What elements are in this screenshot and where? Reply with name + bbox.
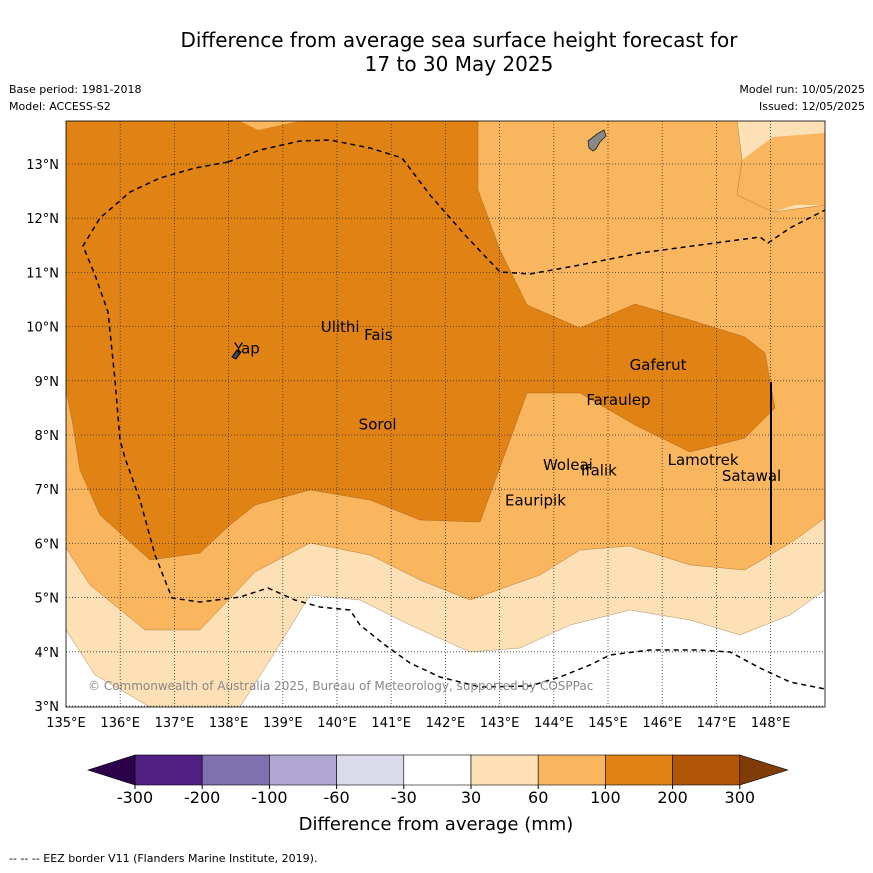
lon-tick-label: 140°E: [317, 716, 357, 731]
lat-tick-label: 6°N: [35, 537, 60, 552]
place-label-ifalik: Ifalik: [581, 462, 617, 480]
lon-tick-label: 136°E: [100, 716, 140, 731]
colorbar-swatch: [537, 754, 606, 786]
colorbar-tick-label: 100: [590, 788, 621, 807]
place-label-fais: Fais: [364, 326, 393, 344]
place-label-woleai: Woleai: [543, 456, 593, 474]
place-label-ulithi: Ulithi: [321, 318, 360, 336]
colorbar-tick-label: -60: [324, 788, 350, 807]
place-label-yap: Yap: [233, 340, 260, 358]
lat-tick-label: 4°N: [35, 646, 60, 661]
base-period: Base period: 1981-2018: [9, 83, 142, 96]
colorbar-swatch: [403, 754, 472, 786]
colorbar-swatch: [470, 754, 539, 786]
latitude-ticks: 3°N 4°N 5°N 6°N 7°N 8°N 9°N 10°N 11°N 12°N 13°N: [26, 158, 59, 715]
colorbar-swatch: [672, 754, 741, 786]
map-frame: [65, 120, 826, 708]
title-line-2: 17 to 30 May 2025: [364, 52, 554, 76]
lat-tick-label: 8°N: [35, 429, 60, 444]
place-label-lamotrek: Lamotrek: [668, 451, 739, 469]
lon-tick-label: 135°E: [46, 716, 86, 731]
lon-tick-label: 148°E: [751, 716, 791, 731]
colorbar-swatch: [134, 754, 203, 786]
place-label-eauripik: Eauripik: [505, 491, 566, 509]
colorbar-tick-label: -100: [251, 788, 287, 807]
lat-tick-label: 11°N: [26, 266, 59, 281]
colorbar-tick-label: -200: [184, 788, 220, 807]
colorbar-tick-label: 30: [461, 788, 481, 807]
graticule: [66, 121, 825, 707]
place-label-sorol: Sorol: [359, 416, 397, 434]
band-neutral: [66, 590, 825, 707]
colorbar-under-arrow: [87, 754, 136, 786]
lat-tick-label: 5°N: [35, 592, 60, 607]
place-label-gaferut: Gaferut: [630, 356, 687, 374]
lat-tick-label: 13°N: [26, 158, 59, 173]
colorbar-swatch: [605, 754, 673, 786]
colorbar-swatch: [201, 754, 270, 786]
yap-island: [231, 349, 242, 360]
place-label-satawal: Satawal: [722, 467, 781, 485]
colorbar-tick-label: -300: [117, 788, 153, 807]
eez-border-north: [227, 139, 825, 275]
band-notch: [240, 121, 300, 130]
lon-tick-label: 145°E: [588, 716, 628, 731]
lon-tick-label: 139°E: [263, 716, 303, 731]
lon-tick-label: 144°E: [534, 716, 574, 731]
colorbar-over-arrow: [739, 754, 789, 786]
colorbar-label: Difference from average (mm): [299, 814, 574, 835]
eez-border-west-south: [82, 161, 825, 690]
lon-tick-label: 141°E: [371, 716, 411, 731]
guam-island: [587, 129, 607, 152]
colorbar-tick-label: 300: [725, 788, 756, 807]
issued-date: Issued: 12/05/2025: [758, 100, 865, 113]
map-title: Difference from average sea surface heig…: [0, 28, 873, 76]
colorbar-tick-label: 200: [657, 788, 688, 807]
map-area: © Commonwealth of Australia 2025, Bureau…: [66, 121, 825, 707]
lon-tick-label: 146°E: [642, 716, 682, 731]
lon-tick-label: 137°E: [155, 716, 195, 731]
eez-footer-note: -- -- -- EEZ border V11 (Flanders Marine…: [9, 852, 318, 865]
band-100-200: [66, 121, 775, 560]
meta-left: Base period: 1981-2018 Model: ACCESS-S2: [9, 81, 141, 115]
copyright-text: © Commonwealth of Australia 2025, Bureau…: [88, 679, 593, 693]
lat-tick-label: 10°N: [26, 321, 59, 336]
lon-tick-label: 143°E: [480, 716, 520, 731]
lon-tick-label: 147°E: [697, 716, 737, 731]
model-name: Model: ACCESS-S2: [9, 100, 111, 113]
lat-tick-label: 7°N: [35, 483, 60, 498]
place-label-faraulep: Faraulep: [586, 391, 650, 409]
longitude-ticks: 135°E 136°E 137°E 138°E 139°E 140°E 141°E 142°E…: [46, 716, 790, 731]
colorbar-swatch: [269, 754, 337, 786]
colorbar-swatch: [336, 754, 405, 786]
lon-tick-label: 138°E: [209, 716, 249, 731]
colorbar-tick-label: -30: [391, 788, 417, 807]
lat-tick-label: 9°N: [35, 375, 60, 390]
model-run: Model run: 10/05/2025: [739, 83, 865, 96]
meta-right: Model run: 10/05/2025 Issued: 12/05/2025: [739, 81, 865, 115]
lat-tick-label: 3°N: [35, 700, 60, 715]
lon-tick-label: 142°E: [426, 716, 466, 731]
colorbar-tick-label: 60: [528, 788, 548, 807]
colorbar: -300 -200 -100 -60 -30 30 60 100 200 300: [87, 754, 789, 807]
place-labels: Ulithi Fais Yap Gaferut Faraulep Sorol Lamotre…: [233, 318, 781, 509]
title-line-1: Difference from average sea surface heig…: [180, 28, 738, 52]
lat-tick-label: 12°N: [26, 212, 59, 227]
